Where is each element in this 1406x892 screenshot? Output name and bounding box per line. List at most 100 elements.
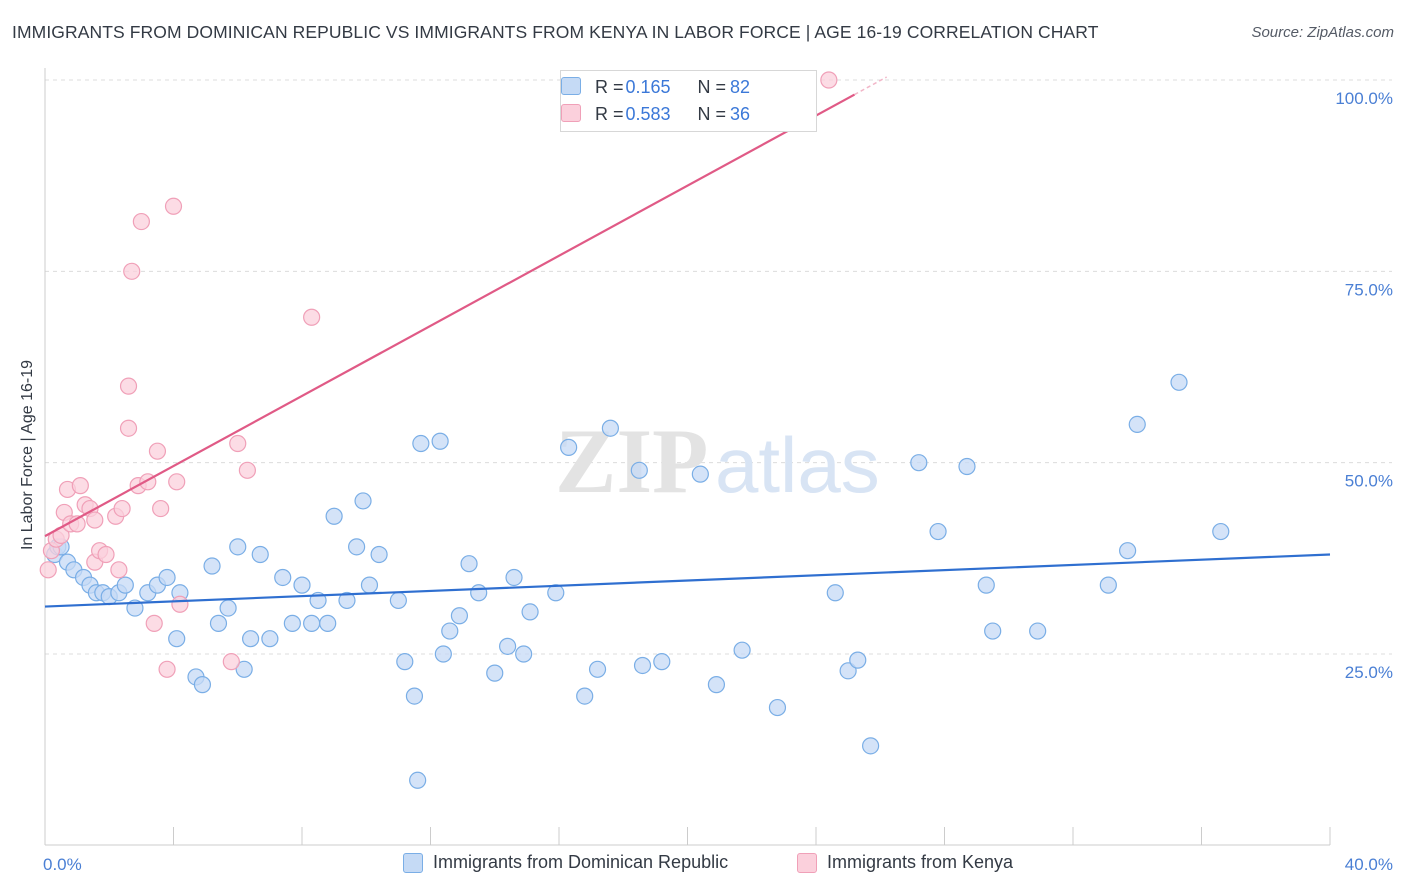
data-point bbox=[826, 584, 844, 602]
trend-lines bbox=[44, 76, 1331, 608]
data-point bbox=[229, 434, 247, 453]
data-point bbox=[1099, 576, 1117, 594]
data-point bbox=[86, 511, 104, 529]
data-point bbox=[768, 698, 787, 717]
data-point bbox=[116, 576, 134, 594]
y-tick-label: 75.0% bbox=[1345, 280, 1393, 299]
series-legend: Immigrants from Dominican Republic Immig… bbox=[0, 852, 1406, 878]
data-point bbox=[303, 308, 321, 326]
data-point bbox=[39, 561, 57, 579]
y-tick-label: 100.0% bbox=[1335, 89, 1393, 108]
data-point bbox=[222, 653, 240, 671]
data-point bbox=[168, 630, 186, 648]
r-value: 0.583 bbox=[625, 103, 671, 124]
data-point bbox=[630, 461, 648, 479]
data-point bbox=[505, 568, 523, 587]
data-point bbox=[849, 651, 867, 669]
data-point bbox=[370, 545, 388, 564]
data-point bbox=[521, 603, 539, 621]
legend-label-kenya: Immigrants from Kenya bbox=[827, 852, 1014, 872]
source-credit: Source: ZipAtlas.com bbox=[1251, 24, 1394, 41]
x-tick-label: 0.0% bbox=[43, 855, 82, 874]
data-point bbox=[431, 432, 449, 450]
legend-item-dominican-republic[interactable]: Immigrants from Dominican Republic bbox=[403, 852, 728, 873]
x-tick-label: 40.0% bbox=[1345, 855, 1393, 874]
data-point bbox=[97, 545, 115, 564]
data-point bbox=[633, 656, 652, 675]
data-point bbox=[499, 637, 517, 655]
legend-swatch-dominican-republic bbox=[403, 852, 423, 873]
watermark-atlas: atlas bbox=[715, 421, 880, 509]
watermark-zip: ZIP bbox=[555, 410, 708, 512]
series-kenya-points bbox=[39, 71, 838, 678]
data-point bbox=[261, 630, 279, 648]
legend-label-dominican-republic: Immigrants from Dominican Republic bbox=[433, 852, 729, 872]
data-point bbox=[113, 499, 131, 518]
data-point bbox=[601, 419, 620, 437]
stats-row-dominican-republic: R = 0.165 N = 82 bbox=[561, 74, 751, 100]
data-point bbox=[434, 645, 452, 663]
data-point bbox=[486, 664, 504, 682]
stats-legend: R = 0.165 N = 82 R = 0.583 N = 36 bbox=[560, 70, 817, 132]
data-point bbox=[588, 660, 607, 678]
y-tick-label: 50.0% bbox=[1345, 472, 1393, 491]
data-point bbox=[576, 687, 594, 705]
data-point bbox=[910, 454, 928, 472]
data-point bbox=[238, 461, 256, 479]
data-point bbox=[283, 614, 301, 632]
data-point bbox=[119, 377, 138, 395]
y-tick-label: 25.0% bbox=[1345, 663, 1393, 682]
data-point bbox=[1128, 415, 1146, 433]
data-point bbox=[396, 653, 414, 671]
data-point bbox=[958, 457, 976, 476]
trend-line-kenya bbox=[44, 93, 856, 538]
n-value: 36 bbox=[730, 103, 751, 124]
legend-swatch-kenya bbox=[797, 852, 817, 873]
data-point bbox=[389, 591, 407, 610]
data-point bbox=[360, 576, 379, 594]
chart-title: IMMIGRANTS FROM DOMINICAN REPUBLIC VS IM… bbox=[12, 22, 1099, 42]
data-point bbox=[338, 591, 356, 610]
data-point bbox=[110, 561, 128, 579]
axes bbox=[44, 68, 1331, 846]
data-point bbox=[470, 584, 488, 602]
data-point bbox=[839, 662, 857, 680]
data-point bbox=[450, 607, 469, 625]
data-point bbox=[412, 434, 430, 453]
tick-labels: 25.0% 50.0% 75.0% 100.0% 0.0% 40.0% bbox=[43, 89, 1393, 874]
data-point bbox=[145, 614, 163, 632]
stats-row-kenya: R = 0.583 N = 36 bbox=[561, 101, 751, 127]
n-value: 82 bbox=[730, 76, 751, 97]
data-point bbox=[71, 477, 89, 495]
n-label: N = bbox=[697, 76, 727, 97]
data-point bbox=[1170, 373, 1188, 391]
data-point bbox=[148, 442, 167, 460]
data-point bbox=[119, 419, 138, 437]
data-point bbox=[242, 630, 260, 648]
r-label: R = bbox=[595, 76, 624, 97]
data-point bbox=[219, 599, 237, 617]
data-point bbox=[164, 197, 183, 215]
data-point bbox=[707, 676, 726, 694]
data-point bbox=[168, 473, 186, 491]
data-point bbox=[158, 568, 176, 587]
data-point bbox=[977, 576, 995, 594]
data-point bbox=[820, 71, 838, 89]
swatch-dominican-republic bbox=[561, 77, 581, 95]
data-point bbox=[209, 614, 228, 632]
data-point bbox=[409, 771, 427, 789]
trend-line-dominican-republic bbox=[44, 553, 1331, 608]
data-point bbox=[319, 614, 337, 632]
data-point bbox=[325, 507, 343, 525]
r-value: 0.165 bbox=[625, 76, 671, 97]
grid-lines bbox=[45, 79, 1392, 655]
trend-extension-kenya bbox=[854, 76, 888, 96]
data-point bbox=[132, 212, 150, 231]
data-point bbox=[203, 557, 221, 575]
data-point bbox=[441, 622, 459, 640]
data-point bbox=[984, 622, 1002, 640]
legend-item-kenya[interactable]: Immigrants from Kenya bbox=[797, 852, 1013, 873]
data-point bbox=[405, 687, 424, 705]
data-point bbox=[1029, 622, 1047, 640]
data-point bbox=[1119, 542, 1137, 560]
